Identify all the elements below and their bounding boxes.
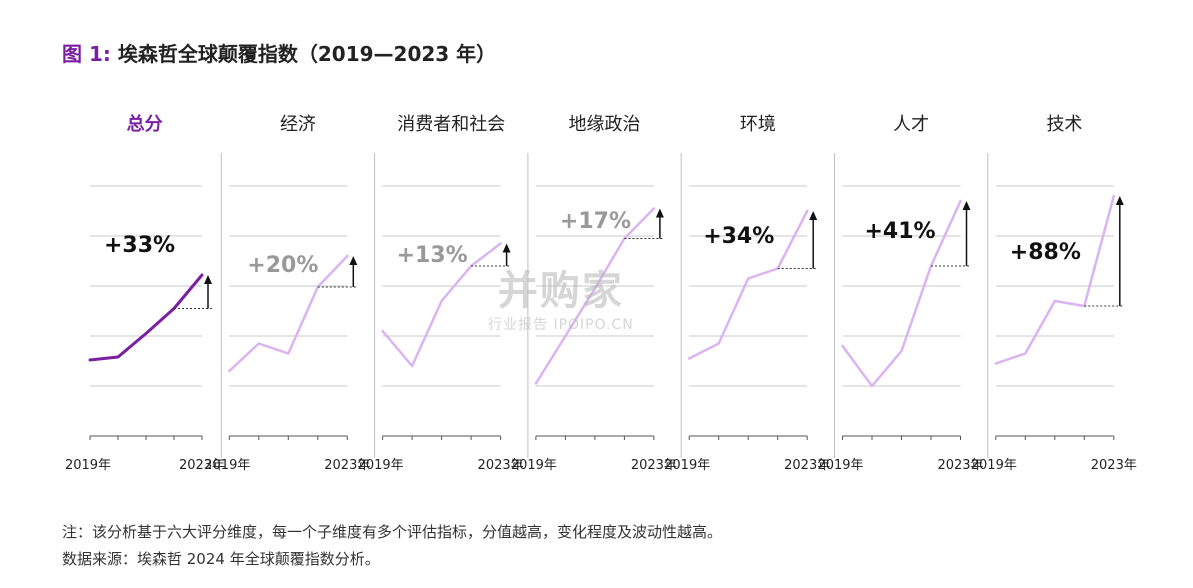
change-label: +41%: [865, 219, 936, 244]
panel-title: 人才: [893, 114, 929, 135]
change-label: +13%: [397, 243, 468, 268]
figure-title-text: 埃森哲全球颠覆指数（2019—2023 年）: [117, 42, 497, 66]
change-arrow-head: [502, 243, 511, 253]
x-tick-label-end: 2023年: [784, 458, 830, 473]
series-line: [88, 273, 204, 362]
x-tick-label-start: 2019年: [511, 458, 557, 473]
change-label: +17%: [560, 209, 631, 234]
change-arrow-head: [809, 211, 818, 220]
x-tick-label-start: 2019年: [204, 458, 250, 473]
panel-title: 总分: [127, 113, 163, 135]
figure-label: 图 1:: [62, 42, 111, 66]
series-line: [994, 194, 1116, 365]
x-tick-label-end: 2023年: [478, 458, 524, 473]
x-tick-label-start: 2019年: [971, 458, 1017, 473]
change-label: +33%: [104, 233, 175, 258]
data-source-note: 数据来源：埃森哲 2024 年全球颠覆指数分析。: [62, 550, 380, 568]
panel-title: 环境: [740, 114, 776, 135]
series-line: [534, 207, 656, 385]
change-arrow-head: [962, 201, 971, 210]
change-label: +34%: [703, 224, 774, 249]
x-tick-label-end: 2023年: [937, 458, 983, 473]
change-arrow-head: [1115, 196, 1124, 205]
x-tick-label-start: 2019年: [65, 458, 111, 473]
x-tick-label-end: 2023年: [1091, 458, 1137, 473]
x-tick-label-start: 2019年: [664, 458, 710, 473]
panel-title: 消费者和社会: [397, 114, 505, 135]
change-label: +88%: [1010, 240, 1081, 265]
change-label: +20%: [247, 253, 318, 278]
x-tick-label-start: 2019年: [817, 458, 863, 473]
x-tick-label-start: 2019年: [358, 458, 404, 473]
x-tick-label-end: 2023年: [324, 458, 370, 473]
panel-title: 技术: [1046, 114, 1082, 135]
change-arrow-head: [204, 275, 212, 284]
panel-title: 地缘政治: [569, 114, 641, 135]
figure-title: 图 1: 埃森哲全球颠覆指数（2019—2023 年）: [62, 38, 496, 67]
change-arrow-head: [655, 208, 664, 218]
panel-title: 经济: [280, 114, 316, 135]
change-arrow-head: [349, 256, 358, 265]
footnote: 注：该分析基于六大评分维度，每一个子维度有多个评估指标，分值越高，变化程度及波动…: [62, 523, 723, 541]
x-tick-label-end: 2023年: [179, 458, 225, 473]
x-tick-label-end: 2023年: [631, 458, 677, 473]
